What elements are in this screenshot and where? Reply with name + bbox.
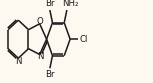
Text: Cl: Cl [79, 35, 87, 44]
Text: Br: Br [45, 0, 55, 8]
Text: O: O [37, 17, 44, 26]
Text: Br: Br [45, 70, 55, 79]
Text: NH₂: NH₂ [63, 0, 79, 8]
Text: N: N [15, 57, 22, 66]
Text: N: N [37, 52, 44, 61]
